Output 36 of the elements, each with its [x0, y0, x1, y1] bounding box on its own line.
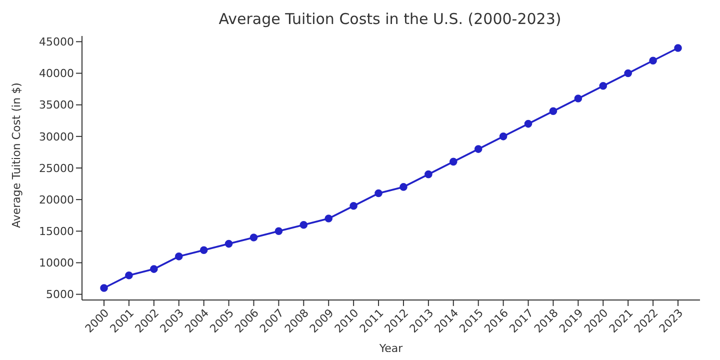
- y-tick-label: 45000: [39, 36, 74, 49]
- point: [574, 94, 582, 102]
- point: [624, 69, 632, 78]
- point: [350, 202, 358, 210]
- point: [300, 220, 308, 229]
- point: [200, 246, 208, 254]
- point: [100, 284, 108, 292]
- y-tick-label: 20000: [39, 193, 74, 206]
- chart-title: Average Tuition Costs in the U.S. (2000-2023): [218, 9, 562, 30]
- point: [474, 145, 482, 153]
- y-tick-label: 15000: [39, 225, 74, 238]
- point: [224, 240, 233, 248]
- point: [424, 170, 432, 178]
- y-tick-label: 10000: [39, 256, 74, 270]
- point: [250, 234, 258, 242]
- y-axis-title: Average Tuition Cost (in $): [10, 82, 23, 228]
- point: [324, 214, 333, 222]
- point: [499, 132, 508, 140]
- point: [174, 252, 183, 260]
- point: [524, 120, 532, 128]
- point: [549, 107, 558, 116]
- point: [274, 227, 283, 236]
- y-tick-label: 40000: [39, 67, 74, 80]
- point: [374, 189, 382, 198]
- point: [449, 158, 458, 166]
- y-tick-label: 35000: [39, 98, 74, 112]
- x-axis-title: Year: [378, 342, 404, 355]
- point: [649, 56, 657, 65]
- y-tick-label: 5000: [46, 288, 74, 302]
- y-tick-label: 30000: [39, 130, 74, 144]
- y-tick-label: 25000: [39, 162, 74, 175]
- point: [400, 183, 408, 191]
- point: [599, 82, 608, 90]
- point: [674, 44, 682, 52]
- point: [150, 265, 158, 273]
- point: [125, 271, 133, 280]
